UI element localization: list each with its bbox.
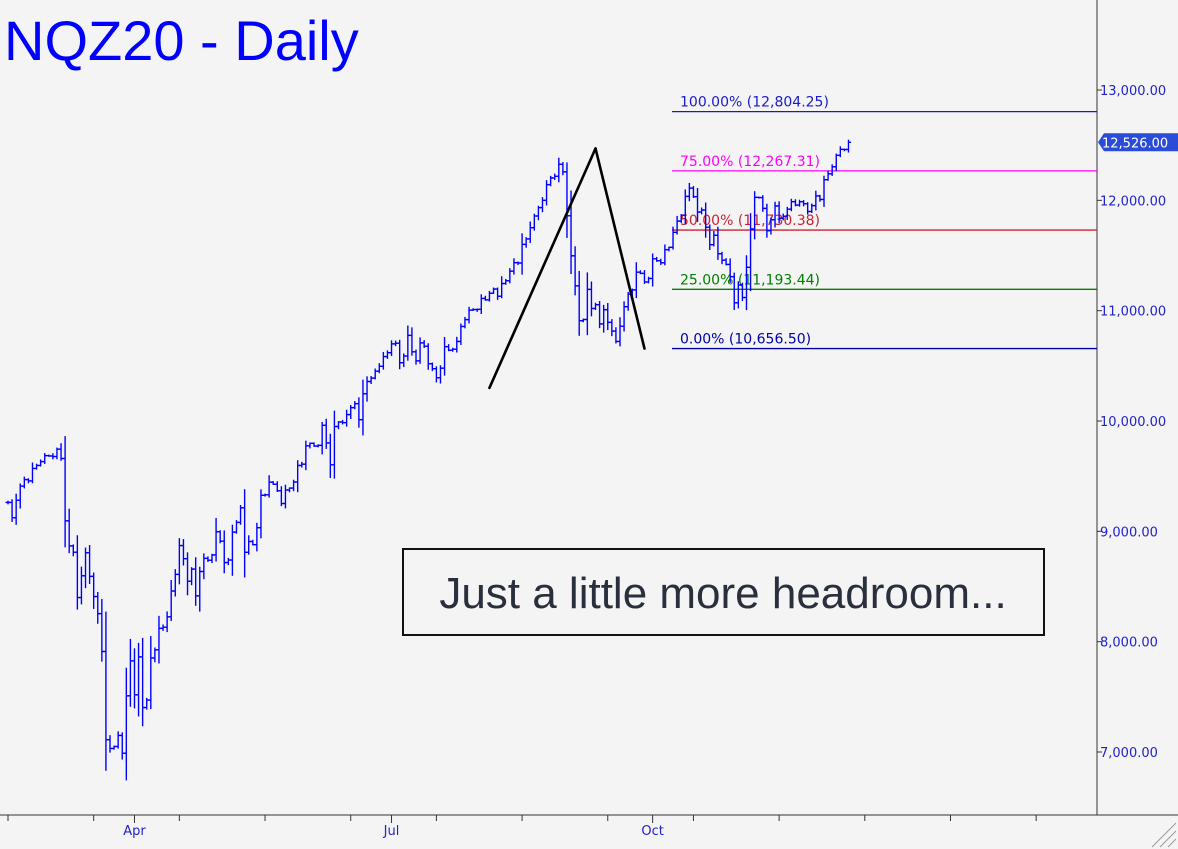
- y-tick-label: 11,000.00: [1100, 305, 1166, 320]
- last-price-label: 12,526.00: [1102, 136, 1168, 151]
- price-bar: [845, 139, 851, 153]
- y-axis: 7,000.00 8,000.00 9,000.00 10,000.00 11,000.…: [1097, 84, 1166, 761]
- annotation-text: Just a little more headroom...: [439, 569, 1006, 618]
- fib-level-label: 100.00% (12,804.25): [680, 95, 829, 111]
- chart-title: NQZ20 - Daily: [4, 9, 359, 72]
- x-tick-label: Oct: [641, 824, 663, 839]
- fib-level-label: 75.00% (12,267.31): [680, 154, 820, 170]
- x-tick-label: Apr: [123, 824, 146, 839]
- last-price-shape: [1098, 133, 1178, 152]
- price-bars: [5, 139, 851, 781]
- resize-grip-icon[interactable]: [1151, 822, 1177, 848]
- last-price-badge: 12,526.00: [1098, 133, 1178, 152]
- pattern-segment: [488, 147, 597, 390]
- y-tick-label: 8,000.00: [1100, 636, 1158, 651]
- annotation-frame: [402, 548, 1045, 636]
- y-tick-label: 13,000.00: [1100, 84, 1166, 99]
- y-tick-label: 7,000.00: [1100, 746, 1158, 761]
- y-tick-label: 12,000.00: [1100, 194, 1166, 209]
- annotation-box: Just a little more headroom...: [402, 548, 1045, 636]
- y-tick-label: 9,000.00: [1100, 525, 1158, 540]
- pattern-segment: [594, 147, 646, 350]
- x-axis: Apr Jul Oct: [7, 815, 1037, 839]
- fib-level-label: 0.00% (10,656.50): [680, 332, 811, 348]
- x-tick-label: Jul: [383, 824, 400, 839]
- pattern-lines: [488, 147, 646, 390]
- y-tick-label: 10,000.00: [1100, 415, 1166, 430]
